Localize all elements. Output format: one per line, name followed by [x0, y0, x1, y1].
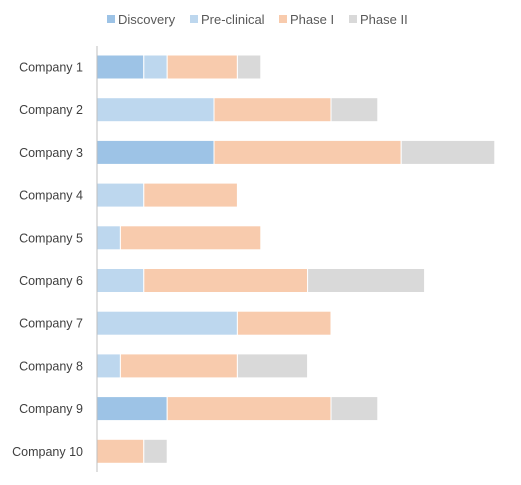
bar-company-1-phase-i	[166, 54, 238, 80]
bar-company-10-phase-ii	[143, 438, 168, 464]
category-label-company-7: Company 7	[19, 317, 83, 331]
bars-group	[96, 54, 496, 464]
bar-company-4-pre-clinical	[96, 182, 145, 208]
bar-company-8-phase-ii	[236, 353, 309, 379]
legend-swatch-phase-ii	[349, 15, 357, 23]
category-label-company-10: Company 10	[12, 445, 83, 459]
legend-label-phase-i: Phase I	[290, 12, 334, 27]
bar-company-2-phase-i	[213, 97, 332, 123]
bar-company-7-pre-clinical	[96, 310, 238, 336]
legend-swatch-phase-i	[279, 15, 287, 23]
legend: Discovery Pre-clinical Phase I Phase II	[107, 12, 408, 27]
bar-company-9-phase-ii	[330, 396, 379, 422]
bar-company-2-phase-ii	[330, 97, 379, 123]
bar-company-1-pre-clinical	[143, 54, 168, 80]
bar-company-1-discovery	[96, 54, 145, 80]
bar-company-3-phase-ii	[400, 139, 496, 165]
bar-company-5-phase-i	[119, 225, 262, 251]
bar-company-10-phase-i	[96, 438, 145, 464]
legend-label-phase-ii: Phase II	[360, 12, 408, 27]
category-label-company-6: Company 6	[19, 274, 83, 288]
bar-company-6-phase-ii	[307, 268, 426, 293]
legend-swatch-pre-clinical	[190, 15, 198, 23]
bar-company-9-phase-i	[166, 396, 332, 422]
legend-swatch-discovery	[107, 15, 115, 23]
bar-company-6-phase-i	[143, 268, 309, 293]
category-label-company-3: Company 3	[19, 146, 83, 160]
bar-company-3-phase-i	[213, 139, 402, 165]
bar-company-5-pre-clinical	[96, 225, 121, 251]
category-label-company-5: Company 5	[19, 231, 83, 245]
bar-company-7-phase-i	[236, 310, 332, 336]
bar-company-8-pre-clinical	[96, 353, 121, 379]
category-label-company-4: Company 4	[19, 189, 83, 203]
bar-company-1-phase-ii	[236, 54, 262, 80]
bar-company-2-pre-clinical	[96, 97, 215, 123]
bar-company-9-discovery	[96, 396, 168, 422]
category-label-company-1: Company 1	[19, 61, 83, 75]
category-labels: Company 1 Company 2 Company 3 Company 4 Comp…	[12, 61, 83, 459]
bar-company-3-discovery	[96, 139, 215, 165]
category-label-company-9: Company 9	[19, 402, 83, 416]
bar-company-8-phase-i	[119, 353, 238, 379]
category-label-company-2: Company 2	[19, 103, 83, 117]
bar-company-4-phase-i	[143, 182, 238, 208]
legend-label-discovery: Discovery	[118, 12, 176, 27]
category-label-company-8: Company 8	[19, 359, 83, 373]
bar-company-6-pre-clinical	[96, 268, 145, 293]
legend-label-pre-clinical: Pre-clinical	[201, 12, 265, 27]
